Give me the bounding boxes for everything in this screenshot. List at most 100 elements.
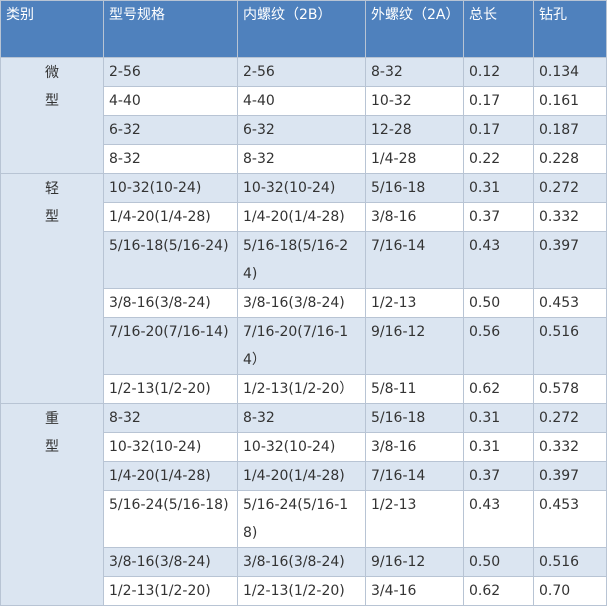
table-cell: 4-40 (237, 86, 366, 116)
table-cell: 0.62 (463, 374, 534, 404)
table-cell: 9/16-12 (365, 317, 464, 375)
table-row: 5/16-24(5/16-18) 5/16-24(5/16-18) 1/2-13 0.… (1, 490, 607, 548)
table-row: 1/2-13(1/2-20) 1/2-13(1/2-20） 5/8-11 0.62 0.… (1, 374, 607, 404)
table-cell: 3/8-16 (365, 432, 464, 462)
table-cell: 0.161 (533, 86, 607, 116)
table-row: 8-32 8-32 1/4-28 0.22 0.228 (1, 144, 607, 174)
table-cell: 1/4-20(1/4-28) (237, 461, 366, 491)
table-cell: 10-32 (365, 86, 464, 116)
table-cell: 10-32(10-24) (103, 173, 238, 203)
table-cell: 0.56 (463, 317, 534, 375)
table-cell: 3/8-16(3/8-24) (237, 288, 366, 318)
table-cell: 0.31 (463, 432, 534, 462)
table-cell: 10-32(10-24) (237, 173, 366, 203)
table-cell: 0.70 (533, 576, 607, 606)
table-cell: 3/8-16(3/8-24) (103, 547, 238, 577)
table-row: 1/4-20(1/4-28) 1/4-20(1/4-28) 3/8-16 0.37 0.… (1, 202, 607, 232)
header-row: 类别 型号规格 内螺纹（2B） 外螺纹（2A） 总长 钻孔 (0, 0, 607, 58)
table-cell: 6-32 (237, 115, 366, 145)
table-cell: 0.332 (533, 432, 607, 462)
table-cell: 5/16-18 (365, 173, 464, 203)
table-cell: 12-28 (365, 115, 464, 145)
table-cell: 1/2-13(1/2-20) (103, 374, 238, 404)
table-row: 1/2-13(1/2-20) 1/2-13(1/2-20) 3/4-16 0.62 0.… (1, 576, 607, 606)
table-cell: 3/4-16 (365, 576, 464, 606)
table-cell: 0.134 (533, 57, 607, 87)
table-cell: 0.62 (463, 576, 534, 606)
table-cell: 3/8-16(3/8-24) (103, 288, 238, 318)
table-cell: 0.43 (463, 231, 534, 289)
table-row: 微型 2-56 2-56 8-32 0.12 0.134 (0, 57, 607, 174)
header-cell: 总长 (463, 0, 534, 58)
table-cell: 7/16-14 (365, 461, 464, 491)
table-cell: 5/16-18(5/16-24) (103, 231, 238, 289)
table-cell: 8-32 (103, 144, 238, 174)
group-label: 轻型 (45, 181, 59, 225)
group-cell: 重型 (0, 403, 104, 606)
group-cell: 微型 (0, 57, 104, 174)
table-row: 重型 8-32 8-32 5/16-18 0.31 0.272 (0, 403, 607, 606)
table-cell: 0.50 (463, 547, 534, 577)
table-cell: 10-32(10-24) (103, 432, 238, 462)
header-cell: 类别 (0, 0, 104, 58)
table-cell: 9/16-12 (365, 547, 464, 577)
table-cell: 0.578 (533, 374, 607, 404)
table-cell: 1/4-20(1/4-28) (103, 461, 238, 491)
table-cell: 2-56 (237, 57, 366, 87)
table-cell: 0.17 (463, 86, 534, 116)
header-cell: 型号规格 (103, 0, 238, 58)
table-cell: 0.43 (463, 490, 534, 548)
table-cell: 0.453 (533, 288, 607, 318)
table-row: 3/8-16(3/8-24) 3/8-16(3/8-24) 1/2-13 0.50 0.… (1, 288, 607, 318)
table-row: 6-32 6-32 12-28 0.17 0.187 (1, 115, 607, 145)
table-cell: 0.17 (463, 115, 534, 145)
table-cell: 0.50 (463, 288, 534, 318)
table-cell: 3/8-16 (365, 202, 464, 232)
table-cell: 3/8-16(3/8-24) (237, 547, 366, 577)
table-cell: 2-56 (103, 57, 238, 87)
table-cell: 0.187 (533, 115, 607, 145)
table-cell: 4-40 (103, 86, 238, 116)
table-cell: 0.272 (533, 173, 607, 203)
table-cell: 1/2-13 (365, 490, 464, 548)
table-cell: 1/4-28 (365, 144, 464, 174)
table-cell: 1/2-13(1/2-20） (237, 374, 366, 404)
table-cell: 7/16-14 (365, 231, 464, 289)
table-cell: 1/2-13(1/2-20) (103, 576, 238, 606)
table-row: 4-40 4-40 10-32 0.17 0.161 (1, 86, 607, 116)
table-cell: 8-32 (237, 144, 366, 174)
table-cell: 0.453 (533, 490, 607, 548)
table-row: 10-32(10-24) 10-32(10-24) 3/8-16 0.31 0.332 (1, 432, 607, 462)
table-cell: 8-32 (365, 57, 464, 87)
table-body: 微型 2-56 2-56 8-32 0.12 0.134 4-40 4-40 10-32 0.17… (0, 57, 607, 606)
table-cell: 0.37 (463, 461, 534, 491)
table-cell: 0.228 (533, 144, 607, 174)
group-cell: 轻型 (0, 173, 104, 404)
table-cell: 0.31 (463, 403, 534, 433)
table-cell: 0.272 (533, 403, 607, 433)
table-cell: 0.22 (463, 144, 534, 174)
table-cell: 1/2-13(1/2-20) (237, 576, 366, 606)
table-cell: 0.397 (533, 231, 607, 289)
table-cell: 1/4-20(1/4-28) (237, 202, 366, 232)
table-cell: 5/8-11 (365, 374, 464, 404)
table-cell: 5/16-24(5/16-18) (103, 490, 238, 548)
table-cell: 8-32 (103, 403, 238, 433)
table-cell: 5/16-24(5/16-18) (237, 490, 366, 548)
table-cell: 0.12 (463, 57, 534, 87)
header-cell: 内螺纹（2B） (237, 0, 366, 58)
table-cell: 1/4-20(1/4-28) (103, 202, 238, 232)
group-label: 微型 (45, 65, 59, 109)
table-cell: 6-32 (103, 115, 238, 145)
table-cell: 7/16-20(7/16-14) (103, 317, 238, 375)
header-cell: 外螺纹（2A） (365, 0, 464, 58)
table-cell: 0.37 (463, 202, 534, 232)
group-label: 重型 (45, 411, 59, 455)
table-cell: 7/16-20(7/16-14） (237, 317, 366, 375)
table-row: 轻型 10-32(10-24) 10-32(10-24) 5/16-18 0.31 0.2… (0, 173, 607, 404)
table-cell: 1/2-13 (365, 288, 464, 318)
table-cell: 0.397 (533, 461, 607, 491)
table-cell: 5/16-18 (365, 403, 464, 433)
